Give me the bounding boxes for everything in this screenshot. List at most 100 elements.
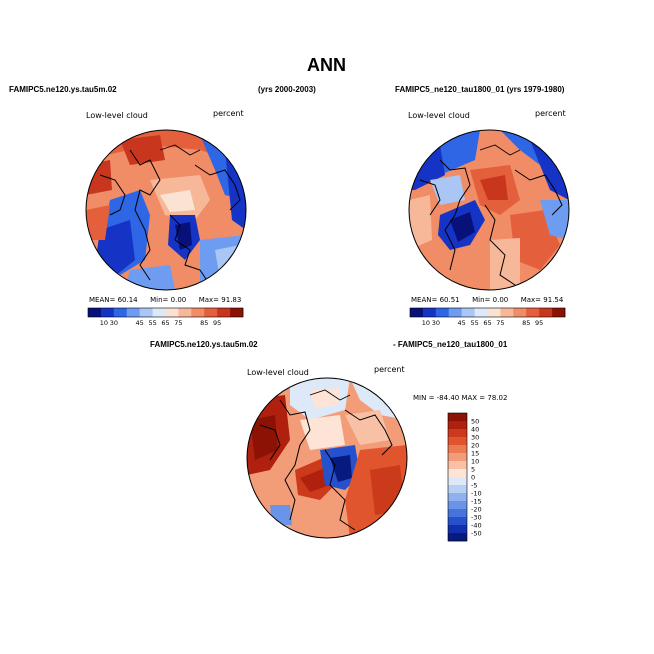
panel3-colorbar-box [448,517,467,526]
panel3-colorbar-box [448,469,467,478]
panel2-colorbar-frame [409,307,566,318]
panel3-colorbar-label: -10 [471,490,482,498]
panel3-colorbar-box [448,413,467,422]
panel2-stats: MEAN= 60.51 Min= 0.00 Max= 91.54 [411,296,563,304]
panel2-mean-value: 60.51 [439,296,460,304]
panel3-colorbar-label: 5 [471,466,475,474]
panel1-colorbar-label: 65 [161,319,169,327]
panel2-colorbar-label: 65 [483,319,491,327]
panel1-min-value: 0.00 [170,296,187,304]
panel3-colorbar-label: -15 [471,498,482,506]
panel3-colorbar-box [448,453,467,462]
panel1-colorbar-box [113,308,128,317]
case1-name: FAMIPC5.ne120.ys.tau5m.02 [9,85,117,94]
panel1-field [86,130,246,290]
panel1-colorbar-box [178,308,192,317]
panel2-colorbar-label: 75 [496,319,504,327]
panel3-colorbar-label: 15 [471,450,479,458]
panel1-max-value: 91.83 [221,296,242,304]
panel2-colorbar-box [539,308,553,317]
panel1-colorbar-box [191,308,205,317]
panel2-min-label: Min= [472,296,491,304]
panel1-colorbar-label: 45 [136,319,144,327]
panel2-colorbar-label: 10 [422,319,430,327]
panel3-colorbar-box [448,429,467,438]
panel2-colorbar-box [513,308,527,317]
panel1-colorbar-box [217,308,231,317]
panel3-colorbar-box [448,485,467,494]
diff-case2-name: - FAMIPC5_ne120_tau1800_01 [393,340,508,349]
panel2-colorbar-label: 85 [522,319,530,327]
panel2-colorbar-box [448,308,462,317]
panel2-max-value: 91.54 [543,296,564,304]
page-title: ANN [307,55,346,75]
panel3-colorbar-label: -40 [471,522,482,530]
panel3-colorbar-box [448,525,467,534]
panel3-colorbar-label: -50 [471,530,482,538]
case1-years: (yrs 2000-2003) [258,85,316,94]
panel1-mean-label: MEAN= [89,296,116,304]
panel2-colorbar-box [552,308,566,317]
panel3-colorbar-label: 30 [471,434,479,442]
panel3-units: percent [374,365,405,374]
panel1-colorbar-label: 95 [213,319,221,327]
panel1-colorbar-label: 55 [148,319,156,327]
panel2-title: Low-level cloud [408,111,470,120]
panel3-colorbar-box [448,437,467,446]
panel3-colorbar-box [448,477,467,486]
panel1-title: Low-level cloud [86,111,148,120]
panel3-colorbar-label: -5 [471,482,477,490]
panel1-colorbar-frame [87,307,244,318]
panel1-colorbar-label: 85 [200,319,208,327]
panel2-mean-label: MEAN= [411,296,438,304]
panel2-units: percent [535,109,566,118]
panel1-max-label: Max= [198,296,220,304]
panel1-colorbar-box [152,308,166,317]
panel1-colorbar-box [88,308,102,317]
panel1-min-label: Min= [150,296,169,304]
panel2-colorbar-label: 45 [458,319,466,327]
panel3-colorbar-label: 0 [471,474,475,482]
panel2-min-value: 0.00 [492,296,509,304]
panel3-colorbar-label: 10 [471,458,479,466]
panel3-minmax: MIN = -84.40 MAX = 78.02 [413,394,508,402]
panel3-colorbar-box [448,421,467,430]
panel1-colorbar-box [165,308,179,317]
panel3-colorbar-label: -30 [471,514,482,522]
panel3-colorbar-box [448,501,467,510]
panel3-colorbar-label: 50 [471,418,479,426]
panel3-colorbar-label: -20 [471,506,482,514]
panel3-title: Low-level cloud [247,368,309,377]
panel2-colorbar-box [410,308,424,317]
panel1-units: percent [213,109,244,118]
panel2-colorbar-box [526,308,540,317]
panel1-colorbar-label: 75 [174,319,182,327]
panel2-colorbar-box [435,308,450,317]
panel3-colorbar-box [448,445,467,454]
panel1-colorbar-box [204,308,218,317]
panel3-colorbar-label: 40 [471,426,479,434]
panel1-colorbar-box [126,308,140,317]
panel3-colorbar-box [448,509,467,518]
panel1-stats: MEAN= 60.14 Min= 0.00 Max= 91.83 [89,296,241,304]
panel1-colorbar-label: 30 [110,319,118,327]
panel3-colorbar-box [448,461,467,470]
panel1-colorbar-box [230,308,244,317]
panel2-colorbar-box [422,308,437,317]
panel1-colorbar-box [139,308,153,317]
panel2-colorbar-label: 95 [535,319,543,327]
panel1-colorbar-box [100,308,115,317]
panel3-colorbar-label: 20 [471,442,479,450]
diff-case1-name: FAMIPC5.ne120.ys.tau5m.02 [150,340,258,349]
panel2-colorbar-box [461,308,475,317]
panel2-colorbar-label: 55 [470,319,478,327]
panel1-colorbar-label: 10 [100,319,108,327]
panel3-colorbar-frame [447,412,468,542]
panel1-mean-value: 60.14 [117,296,138,304]
panel2-colorbar-label: 30 [432,319,440,327]
panel2-max-label: Max= [520,296,542,304]
case2-name-years: FAMIPC5_ne120_tau1800_01 (yrs 1979-1980) [395,85,565,94]
panel2-colorbar-box [474,308,488,317]
panel2-colorbar-box [500,308,514,317]
